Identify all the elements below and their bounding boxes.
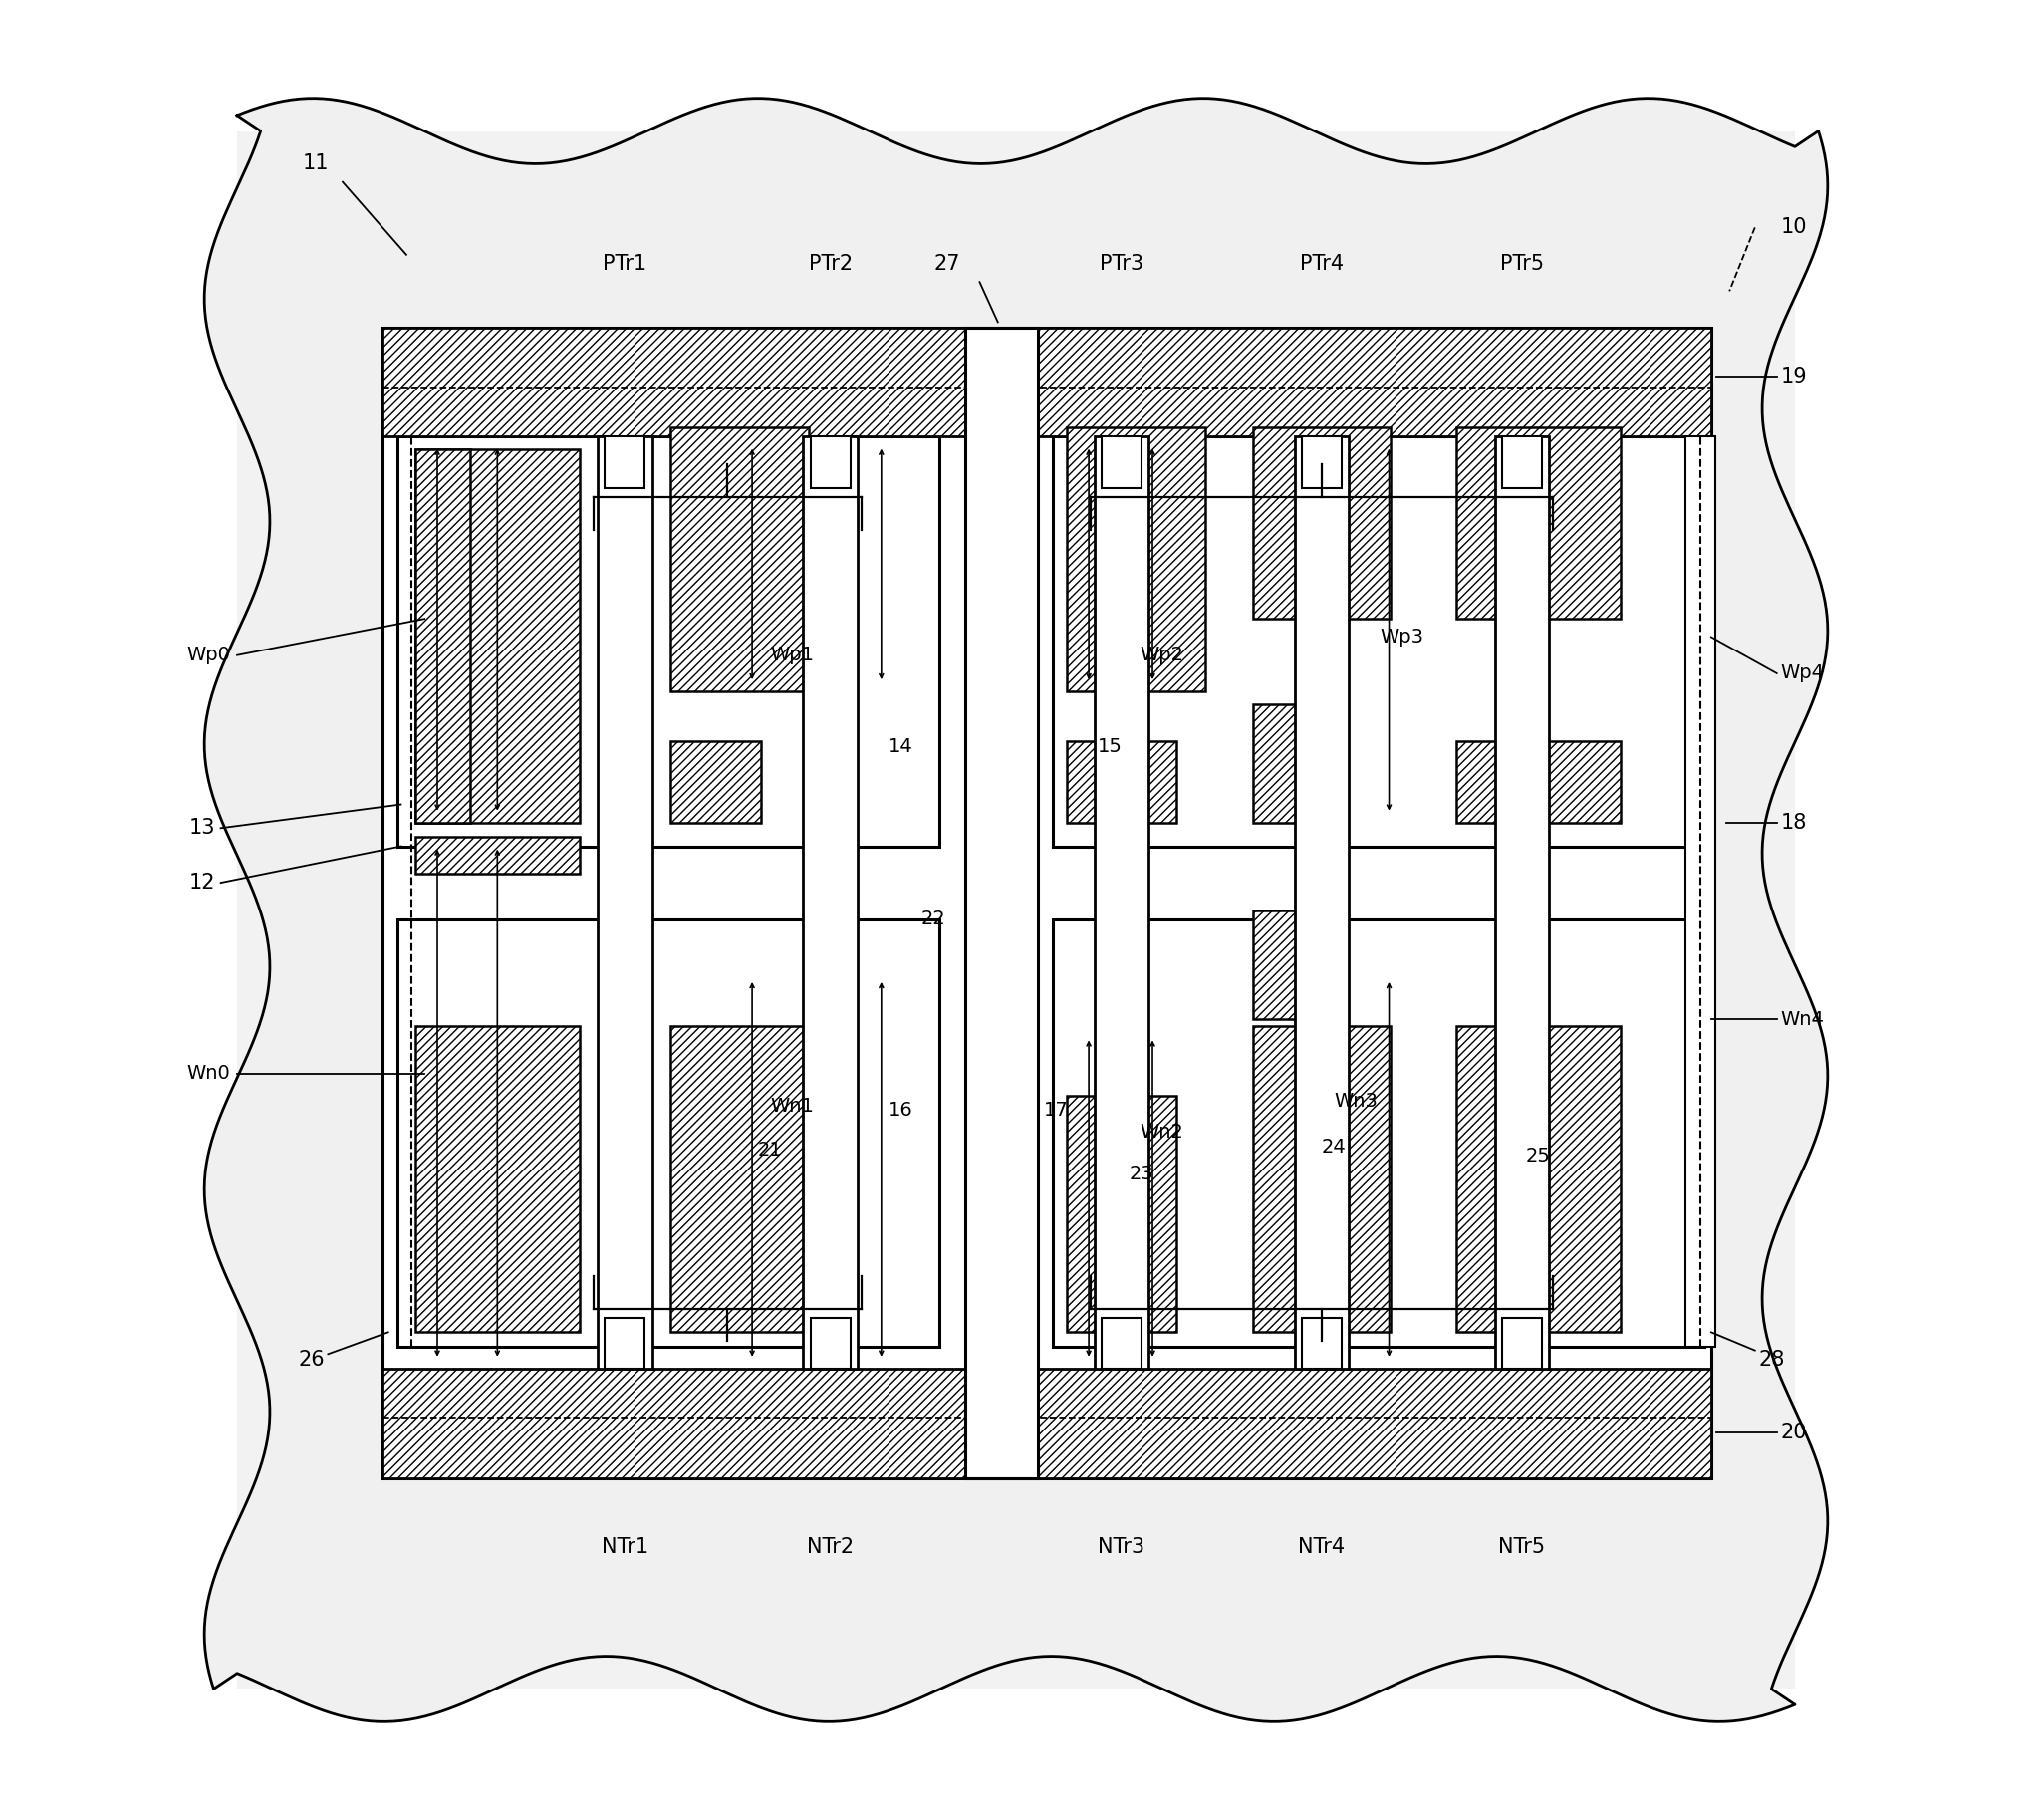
Text: Wp2: Wp2 — [1139, 646, 1182, 664]
Bar — [1101, 1318, 1141, 1369]
Bar — [1095, 437, 1148, 1369]
Text: NTr2: NTr2 — [806, 1538, 853, 1556]
Text: Wp3: Wp3 — [1379, 628, 1424, 646]
Bar — [670, 1026, 808, 1332]
Bar — [1456, 428, 1619, 619]
Text: PTr2: PTr2 — [808, 255, 851, 273]
Text: 22: 22 — [920, 910, 946, 928]
Bar — [396, 437, 938, 846]
Bar — [382, 328, 1710, 1478]
Bar — [1686, 437, 1714, 1347]
Text: 18: 18 — [1779, 814, 1806, 832]
Bar — [414, 837, 579, 874]
Bar — [1101, 437, 1141, 488]
Bar — [414, 450, 579, 823]
Bar — [670, 428, 808, 692]
Bar — [396, 919, 938, 1347]
Text: 19: 19 — [1779, 368, 1806, 386]
Text: 23: 23 — [1129, 1165, 1154, 1183]
Text: PTr3: PTr3 — [1099, 255, 1143, 273]
Bar — [382, 328, 1710, 437]
Bar — [1066, 741, 1176, 823]
Text: 11: 11 — [303, 155, 329, 173]
Text: PTr5: PTr5 — [1499, 255, 1544, 273]
Bar — [1294, 437, 1349, 1369]
Text: 25: 25 — [1525, 1147, 1550, 1165]
Text: NTr4: NTr4 — [1298, 1538, 1345, 1556]
Text: 17: 17 — [1042, 1101, 1068, 1119]
Bar — [1456, 741, 1619, 823]
Bar — [605, 437, 644, 488]
Bar — [238, 131, 1793, 1689]
Text: PTr1: PTr1 — [603, 255, 646, 273]
Text: NTr1: NTr1 — [601, 1538, 648, 1556]
Bar — [1456, 1026, 1619, 1332]
Bar — [382, 1369, 1710, 1478]
Bar — [1501, 1318, 1542, 1369]
Bar — [810, 1318, 851, 1369]
Text: Wn2: Wn2 — [1139, 1123, 1182, 1141]
Text: NTr3: NTr3 — [1097, 1538, 1143, 1556]
Text: 21: 21 — [758, 1141, 782, 1159]
Bar — [670, 741, 762, 823]
Text: NTr5: NTr5 — [1497, 1538, 1546, 1556]
Text: Wn1: Wn1 — [770, 1097, 814, 1116]
Text: 13: 13 — [189, 819, 215, 837]
Text: Wp1: Wp1 — [770, 646, 814, 664]
Bar — [1052, 919, 1704, 1347]
Text: 15: 15 — [1097, 737, 1121, 755]
Bar — [1251, 428, 1389, 619]
Text: Wn3: Wn3 — [1334, 1092, 1377, 1110]
Text: Wp0: Wp0 — [187, 646, 230, 664]
Bar — [965, 328, 1038, 1478]
Bar — [1302, 1318, 1340, 1369]
Bar — [1495, 437, 1548, 1369]
Bar — [1251, 704, 1342, 823]
Text: 28: 28 — [1757, 1350, 1783, 1369]
Text: 16: 16 — [888, 1101, 912, 1119]
Text: 24: 24 — [1320, 1138, 1347, 1156]
Bar — [1251, 910, 1342, 1019]
Bar — [1501, 437, 1542, 488]
Text: 26: 26 — [299, 1350, 325, 1369]
Bar — [414, 450, 469, 823]
Polygon shape — [205, 98, 1826, 1722]
Bar — [1302, 437, 1340, 488]
Text: 20: 20 — [1779, 1423, 1806, 1441]
Bar — [1251, 1026, 1389, 1332]
Text: 27: 27 — [932, 255, 959, 273]
Bar — [1066, 1096, 1176, 1332]
Bar — [810, 437, 851, 488]
Text: Wn0: Wn0 — [187, 1065, 230, 1083]
Bar — [605, 1318, 644, 1369]
Bar — [1052, 437, 1704, 846]
Text: Wn4: Wn4 — [1779, 1010, 1824, 1028]
Text: PTr4: PTr4 — [1300, 255, 1342, 273]
Text: 10: 10 — [1779, 218, 1806, 237]
Text: 12: 12 — [189, 874, 215, 892]
Bar — [414, 1026, 579, 1332]
Bar — [1066, 428, 1204, 692]
Text: Wp4: Wp4 — [1779, 664, 1824, 682]
Bar — [802, 437, 857, 1369]
Text: 14: 14 — [888, 737, 912, 755]
Bar — [597, 437, 652, 1369]
